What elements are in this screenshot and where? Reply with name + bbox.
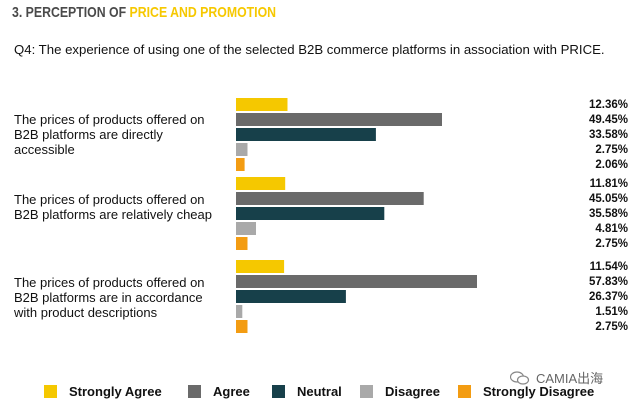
value-label-disagree-q1: 2.75% [595,144,628,156]
section-title-prefix: 3. PERCEPTION OF [12,4,130,21]
question-text: Q4: The experience of using one of the s… [14,42,605,57]
bar-disagree-q3 [236,305,243,318]
legend-swatch-strongly-agree [44,385,57,398]
value-label-agree-q1: 49.45% [589,114,628,126]
value-label-agree-q3: 57.83% [589,276,628,288]
category-label-2: The prices of products offered on B2B pl… [14,192,212,222]
bar-agree-q3 [236,275,477,288]
bar-strongly-disagree-q3 [236,320,248,333]
legend-item-agree: Agree [188,384,250,399]
value-label-neutral-q3: 26.37% [589,291,628,303]
bar-strongly-disagree-q2 [236,237,248,250]
value-label-disagree-q3: 1.51% [595,306,628,318]
bar-strongly-agree-q2 [236,177,286,190]
category-label-3: The prices of products offered on B2B pl… [14,275,205,320]
legend-swatch-agree [188,385,201,398]
value-label-agree-q2: 45.05% [589,193,628,205]
value-label-disagree-q2: 4.81% [595,223,628,235]
legend-item-disagree: Disagree [360,384,440,399]
bar-strongly-agree-q3 [236,260,285,273]
chart-legend: Strongly Agree Agree Neutral Disagree St… [0,384,640,404]
legend-swatch-strongly-disagree [458,385,471,398]
legend-swatch-disagree [360,385,373,398]
value-label-strongly-disagree-q3: 2.75% [595,321,628,333]
legend-item-strongly-agree: Strongly Agree [44,384,162,399]
bar-neutral-q1 [236,128,376,141]
bar-strongly-agree-q1 [236,98,288,111]
legend-label-strongly-disagree: Strongly Disagree [483,384,595,399]
wechat-icon [510,370,530,385]
legend-label-agree: Agree [213,384,250,399]
bar-disagree-q1 [236,143,248,156]
watermark: CAMIA出海 [510,368,603,387]
legend-label-strongly-agree: Strongly Agree [69,384,162,399]
value-label-strongly-agree-q1: 12.36% [589,99,628,111]
section-title: 3. PERCEPTION OF PRICE AND PROMOTION [12,4,276,21]
bar-strongly-disagree-q1 [236,158,245,171]
watermark-text: CAMIA出海 [536,371,604,386]
value-label-strongly-disagree-q2: 2.75% [595,238,628,250]
bar-neutral-q2 [236,207,385,220]
value-label-neutral-q1: 33.58% [589,129,628,141]
legend-item-strongly-disagree: Strongly Disagree [458,384,594,399]
bar-agree-q2 [236,192,424,205]
bar-chart: 12.36% 49.45% 33.58% 2.75% 2.06% 11.81% 45.05%… [236,98,628,333]
legend-swatch-neutral [272,385,285,398]
value-label-strongly-agree-q3: 11.54% [590,261,628,273]
legend-label-disagree: Disagree [385,384,440,399]
section-title-highlight: PRICE AND PROMOTION [129,4,277,21]
category-label-1: The prices of products offered on B2B pl… [14,112,205,157]
value-label-strongly-agree-q2: 11.81% [590,178,628,190]
legend-item-neutral: Neutral [272,384,342,399]
legend-label-neutral: Neutral [297,384,342,399]
bar-agree-q1 [236,113,442,126]
value-label-strongly-disagree-q1: 2.06% [595,159,628,171]
bar-neutral-q3 [236,290,346,303]
value-label-neutral-q2: 35.58% [589,208,628,220]
bar-disagree-q2 [236,222,256,235]
